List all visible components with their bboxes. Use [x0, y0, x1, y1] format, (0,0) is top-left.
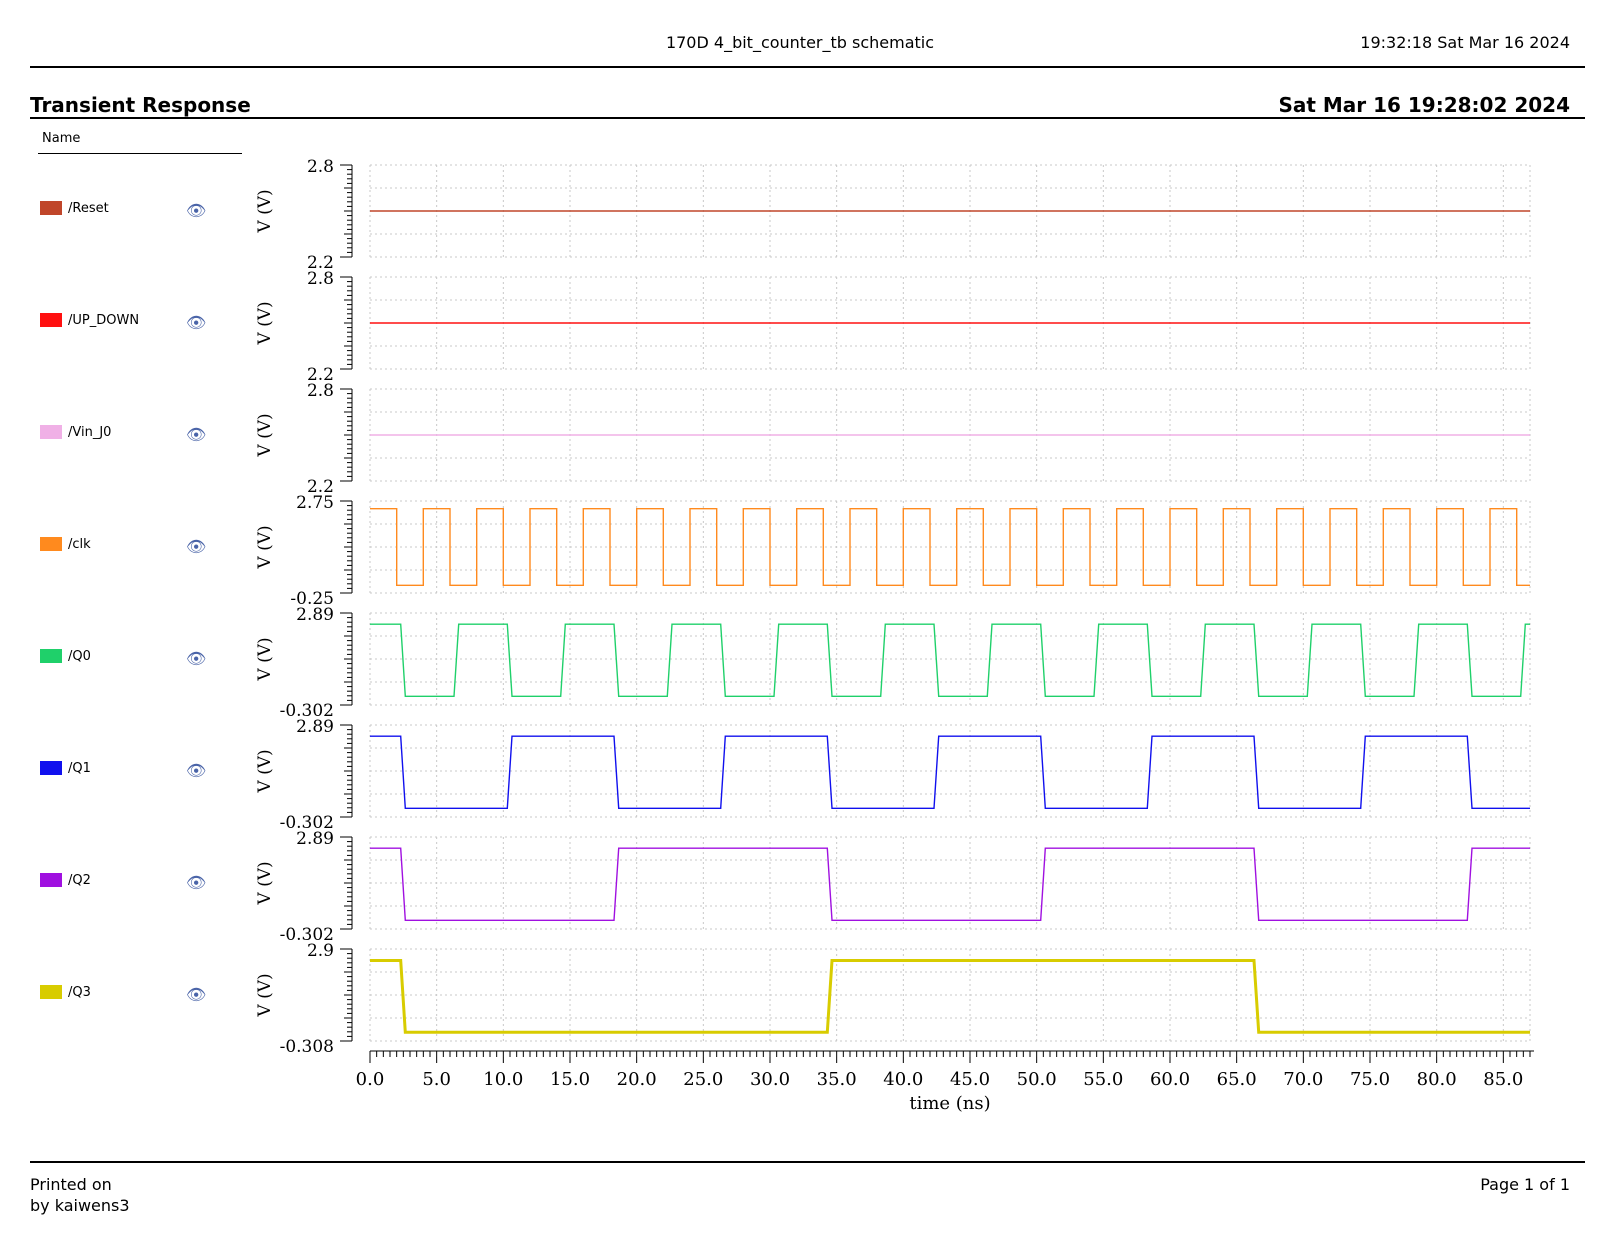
signal-trace	[370, 735, 1530, 809]
footer-rule	[30, 1161, 1585, 1163]
legend-label: /Q3	[68, 985, 91, 1000]
legend-label: /Q1	[68, 761, 91, 776]
legend-swatch	[40, 537, 62, 551]
x-tick-label: 85.0	[1483, 1069, 1523, 1090]
legend-swatch	[40, 873, 62, 887]
x-tick-label: 20.0	[617, 1069, 657, 1090]
header-rule	[30, 66, 1585, 68]
y-axis-label: V (V)	[255, 861, 275, 905]
x-tick-label: 35.0	[817, 1069, 857, 1090]
legend-swatch	[40, 985, 62, 999]
signal-trace	[370, 847, 1530, 921]
y-axis-label: V (V)	[255, 749, 275, 793]
plot-panel: 2.75 -0.25 V (V)	[255, 493, 1531, 609]
y-axis-label: V (V)	[255, 301, 275, 345]
eye-icon[interactable]: 👁	[186, 873, 207, 892]
y-max-label: 2.8	[307, 381, 334, 401]
section-date: Sat Mar 16 19:28:02 2024	[1278, 93, 1570, 117]
y-min-label: -0.302	[280, 701, 334, 721]
x-tick-label: 65.0	[1217, 1069, 1257, 1090]
x-tick-label: 40.0	[883, 1069, 923, 1090]
y-max-label: 2.75	[296, 493, 334, 513]
y-max-label: 2.8	[307, 157, 334, 177]
y-axis-label: V (V)	[255, 637, 275, 681]
x-tick-label: 50.0	[1017, 1069, 1057, 1090]
x-axis-label: time (ns)	[909, 1093, 990, 1114]
legend-swatch	[40, 313, 62, 327]
y-min-label: -0.25	[290, 589, 334, 609]
plot-panel: 2.8 2.2 V (V)	[255, 157, 1531, 273]
printed-on: Printed on	[30, 1175, 112, 1194]
x-tick-label: 80.0	[1417, 1069, 1457, 1090]
plot-panel: 2.8 2.2 V (V)	[255, 381, 1531, 497]
section-rule	[30, 117, 1585, 119]
x-tick-label: 60.0	[1150, 1069, 1190, 1090]
document-title: 170D 4_bit_counter_tb schematic	[665, 33, 935, 52]
legend-label: /UP_DOWN	[68, 313, 140, 328]
x-tick-label: 25.0	[683, 1069, 723, 1090]
section-title: Transient Response	[30, 93, 251, 117]
y-axis-label: V (V)	[255, 525, 275, 569]
y-max-label: 2.9	[307, 941, 334, 961]
eye-icon[interactable]: 👁	[186, 313, 207, 332]
eye-icon[interactable]: 👁	[186, 985, 207, 1004]
eye-icon[interactable]: 👁	[186, 201, 207, 220]
eye-icon[interactable]: 👁	[186, 537, 207, 556]
legend-swatch	[40, 761, 62, 775]
legend-label: /Reset	[68, 201, 109, 216]
legend-label: /Q0	[68, 649, 91, 664]
y-axis-label: V (V)	[255, 973, 275, 1017]
y-max-label: 2.89	[296, 717, 334, 737]
y-min-label: -0.302	[280, 925, 334, 945]
x-tick-label: 0.0	[356, 1069, 385, 1090]
x-axis: 0.0 5.0 10.0 15.0 20.0 25.0 30.0 35.0 40.0 45.0 50…	[356, 1050, 1534, 1114]
x-tick-label: 75.0	[1350, 1069, 1390, 1090]
y-axis-label: V (V)	[255, 413, 275, 457]
signal-trace	[370, 508, 1530, 586]
y-min-label: 2.2	[307, 365, 334, 385]
legend-label: /Q2	[68, 873, 91, 888]
print-timestamp: 19:32:18 Sat Mar 16 2024	[1360, 33, 1570, 52]
x-tick-label: 5.0	[422, 1069, 451, 1090]
x-tick-label: 70.0	[1283, 1069, 1323, 1090]
legend-heading-rule	[38, 153, 242, 154]
x-tick-label: 45.0	[950, 1069, 990, 1090]
signal-trace	[370, 959, 1530, 1034]
eye-icon[interactable]: 👁	[186, 649, 207, 668]
y-min-label: -0.308	[280, 1037, 334, 1057]
signal-trace	[370, 623, 1530, 697]
page-number: Page 1 of 1	[1480, 1175, 1570, 1194]
y-max-label: 2.89	[296, 829, 334, 849]
legend-swatch	[40, 201, 62, 215]
plot-panel: 2.8 2.2 V (V)	[255, 269, 1531, 385]
x-tick-label: 55.0	[1083, 1069, 1123, 1090]
eye-icon[interactable]: 👁	[186, 761, 207, 780]
y-min-label: 2.2	[307, 477, 334, 497]
y-max-label: 2.8	[307, 269, 334, 289]
y-axis-label: V (V)	[255, 189, 275, 233]
legend-swatch	[40, 649, 62, 663]
x-tick-label: 30.0	[750, 1069, 790, 1090]
y-min-label: 2.2	[307, 253, 334, 273]
legend-heading: Name	[42, 131, 81, 146]
y-max-label: 2.89	[296, 605, 334, 625]
x-tick-label: 15.0	[550, 1069, 590, 1090]
legend-swatch	[40, 425, 62, 439]
x-tick-label: 10.0	[483, 1069, 523, 1090]
eye-icon[interactable]: 👁	[186, 425, 207, 444]
legend-label: /clk	[68, 537, 91, 552]
printed-by: by kaiwens3	[30, 1196, 130, 1215]
legend-label: /Vin_J0	[68, 425, 112, 440]
y-min-label: -0.302	[280, 813, 334, 833]
